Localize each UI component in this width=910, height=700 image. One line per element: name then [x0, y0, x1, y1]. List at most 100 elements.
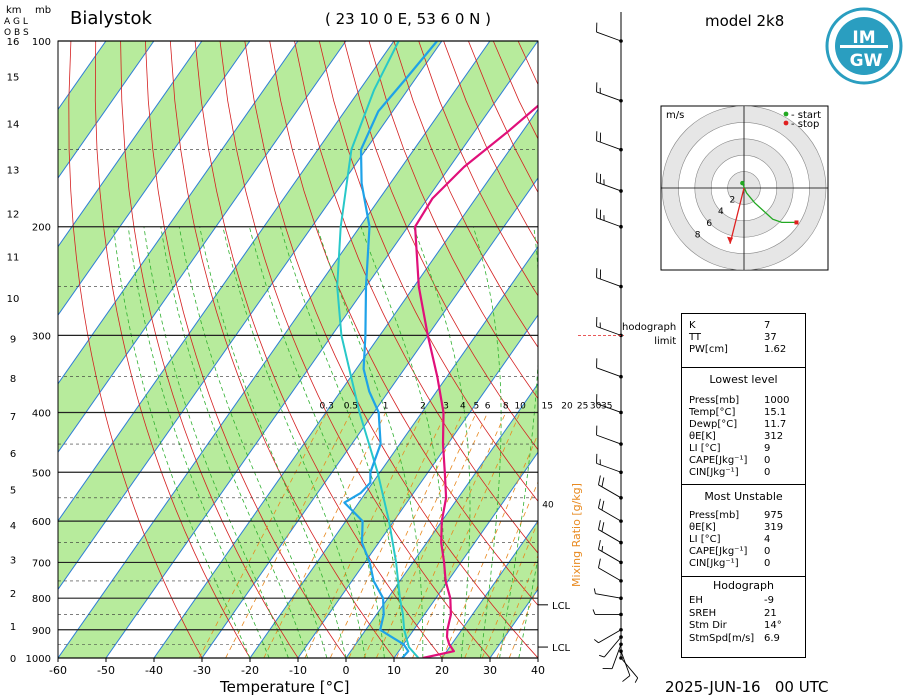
index-label: CAPE[Jkg⁻¹] [689, 455, 748, 466]
pressure-tick-label: 1000 [26, 654, 51, 665]
index-value: 0 [764, 546, 771, 557]
index-value: 37 [764, 332, 777, 343]
index-label: θE[K] [689, 431, 716, 442]
wind-barb-shaft [620, 657, 639, 679]
index-value: 0 [764, 467, 771, 478]
hodograph-units: m/s [666, 110, 684, 121]
wind-barb-flag [598, 475, 601, 485]
wind-barb-station [619, 284, 623, 289]
wind-barb-station [619, 596, 623, 601]
isotherm-line [58, 41, 443, 591]
index-row: CIN[Jkg⁻¹] 0 [682, 467, 805, 479]
isotherm-line [345, 382, 538, 658]
index-row: SREH 21 [682, 608, 805, 620]
units-obs: O B S [4, 28, 29, 38]
wind-barb-station [619, 642, 623, 647]
isotherm-line [249, 245, 538, 658]
moist-adiabat-line [280, 226, 404, 658]
hodograph-limit-label: hodograph limit [622, 322, 677, 347]
wind-barb-half-flag [634, 677, 639, 683]
height-tick-label: 13 [7, 165, 20, 176]
mixing-ratio-line [329, 412, 447, 658]
most-unstable-title: Most Unstable [704, 490, 783, 503]
station-name: Bialystok [70, 8, 152, 29]
isotherm-line [58, 41, 203, 248]
index-value: 15.1 [764, 407, 787, 418]
dry-adiabat-line [343, 41, 538, 451]
wind-barb-station [619, 635, 623, 639]
units-mb: mb [35, 5, 52, 16]
hodograph-ring-label: 2 [730, 196, 736, 206]
temperature-tick-label: -10 [289, 664, 307, 677]
units-agl: A G L [4, 17, 28, 27]
isotherm-line [58, 41, 395, 522]
height-tick-label: 14 [7, 120, 20, 131]
mixing-ratio-tick-label: 25 [577, 401, 588, 411]
wind-barb-shaft [598, 529, 622, 543]
temperature-tick-label: 30 [483, 664, 497, 677]
height-tick-label: 16 [7, 37, 20, 48]
model-name: model 2k8 [705, 12, 785, 30]
wind-barb-station [619, 189, 623, 193]
temperature-tick-label: 20 [435, 664, 449, 677]
wind-barb-station [619, 579, 623, 583]
mixing-ratio-line [263, 412, 387, 658]
wind-barb-flag [601, 477, 605, 487]
wind-barb-flag [622, 675, 631, 682]
wind-barb-shaft [598, 484, 622, 499]
mixing-ratio-tick-label: 0.3 [319, 401, 333, 411]
index-label: K [689, 320, 696, 331]
wind-barb-shaft [598, 507, 622, 522]
wind-barb-shaft [596, 140, 622, 151]
wind-barb-shaft [596, 367, 622, 378]
index-row: θE[K] 319 [682, 522, 805, 534]
height-tick-label: 15 [7, 72, 20, 83]
wind-barb-shaft [596, 403, 622, 413]
index-row: CAPE[Jkg⁻¹] 0 [682, 546, 805, 558]
index-label: StmSpd[m/s] [689, 632, 755, 644]
isotherm-line [58, 41, 251, 317]
index-label: Dewp[°C] [689, 419, 738, 430]
height-tick-label: 5 [10, 485, 16, 496]
temperature-tick-label: 40 [531, 664, 545, 677]
wind-barb-station [619, 410, 623, 415]
wind-barb-shaft [603, 636, 622, 658]
mixing-ratio-tick-label: 4 [460, 401, 466, 411]
index-row: Dewp[°C] 11.7 [682, 419, 805, 431]
mixing-ratio-line [225, 412, 352, 658]
isotherm-line [297, 314, 538, 658]
wind-barb-station [619, 496, 623, 500]
moist-adiabat-line [472, 226, 502, 658]
wind-barb-station [619, 442, 623, 446]
wind-barb-shaft [595, 593, 622, 599]
isotherm-line [58, 41, 299, 385]
wind-barb-shaft [596, 91, 622, 102]
temperature-tick-label: -50 [97, 664, 115, 677]
dewpoint-profile-line [343, 41, 438, 658]
isotherm-line [201, 177, 538, 658]
mixing-ratio-tick-label: 20 [561, 401, 573, 411]
lowest-level-title: Lowest level [709, 373, 778, 386]
index-row: LI [°C] 9 [682, 443, 805, 455]
wind-barb-half-flag [601, 546, 604, 552]
mixing-ratio-tick-label: 0.5 [344, 401, 358, 411]
index-label: CIN[Jkg⁻¹] [689, 558, 739, 569]
temperature-tick-label: -20 [241, 664, 259, 677]
hodograph-stop-label: - stop [791, 119, 819, 130]
wind-barb-shaft [598, 567, 622, 582]
index-value: 21 [764, 607, 777, 619]
wind-barb-shaft [620, 651, 631, 676]
wind-barb-half-flag [593, 639, 599, 644]
height-tick-label: 12 [7, 210, 20, 221]
temperature-tick-label: 0 [343, 664, 350, 677]
wind-barb-station [619, 39, 623, 43]
index-label: Press[mb] [689, 395, 740, 406]
storm-motion-arrowhead [727, 236, 734, 244]
hodograph-trace-stop [794, 220, 799, 225]
isotherm-line [58, 41, 347, 454]
index-label: TT [689, 332, 702, 343]
index-label: Stm Dir [689, 620, 727, 631]
moist-adiabat-line [413, 226, 471, 658]
